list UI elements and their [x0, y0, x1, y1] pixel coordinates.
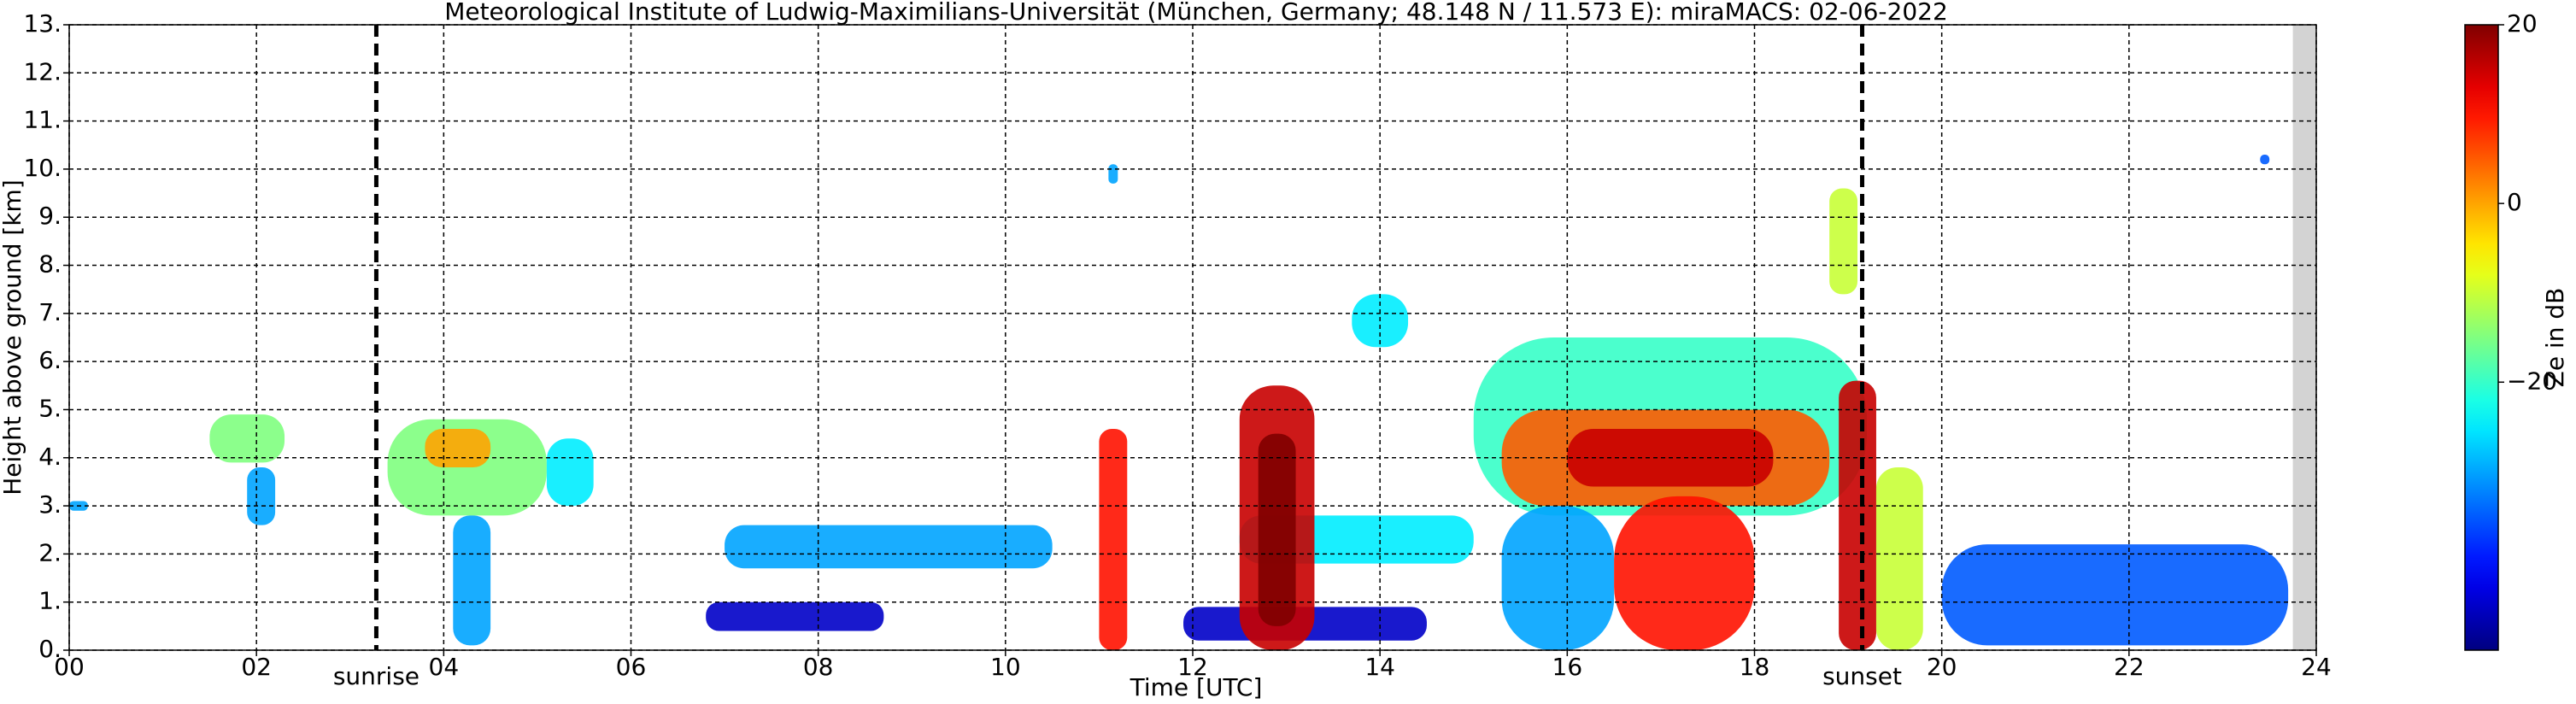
y-tick-label: 2. — [38, 538, 62, 566]
echo — [453, 515, 491, 646]
echo — [1614, 496, 1755, 650]
colorbar-tick-label: 0 — [2507, 188, 2522, 216]
y-tick-label: 8. — [38, 250, 62, 279]
x-tick-label: 04 — [429, 653, 460, 681]
echo — [1108, 164, 1118, 184]
y-tick-label: 0. — [38, 635, 62, 663]
x-tick-label: 16 — [1552, 653, 1583, 681]
y-tick-label: 3. — [38, 490, 62, 519]
colorbar — [2464, 24, 2499, 651]
x-tick-label: 12 — [1177, 653, 1208, 681]
x-tick-label: 08 — [803, 653, 834, 681]
colorbar-tick-label: −20 — [2507, 367, 2557, 395]
x-tick-label: 22 — [2114, 653, 2145, 681]
y-tick-label: 1. — [38, 587, 62, 615]
x-axis-label: Time [UTC] — [1130, 673, 1263, 701]
event-label: sunrise — [333, 662, 420, 690]
echo — [425, 428, 491, 468]
plot-frame — [68, 24, 2317, 651]
y-tick-label: 13. — [23, 9, 62, 38]
x-tick-label: 02 — [241, 653, 272, 681]
echo — [1839, 380, 1876, 650]
y-tick-label: 4. — [38, 443, 62, 471]
event-label: sunset — [1822, 662, 1902, 690]
echo — [1501, 506, 1615, 650]
colorbar-tick-label: 20 — [2507, 9, 2538, 38]
x-tick-label: 14 — [1364, 653, 1395, 681]
y-tick-label: 6. — [38, 346, 62, 374]
echo — [725, 525, 1053, 569]
x-tick-label: 00 — [54, 653, 85, 681]
chart-title: Meteorological Institute of Ludwig-Maxim… — [444, 0, 1948, 26]
y-tick-label: 12. — [23, 57, 62, 85]
echo — [2260, 155, 2270, 165]
y-tick-label: 5. — [38, 394, 62, 422]
x-tick-label: 24 — [2301, 653, 2332, 681]
x-tick-label: 10 — [990, 653, 1021, 681]
x-tick-label: 18 — [1740, 653, 1770, 681]
echo — [706, 601, 884, 631]
echo — [247, 467, 276, 525]
y-axis-label: Height above ground [km] — [0, 179, 26, 496]
echo — [1258, 433, 1296, 626]
echo — [209, 414, 285, 463]
echo — [1941, 544, 2289, 646]
echo — [1875, 467, 1923, 650]
y-tick-label: 9. — [38, 202, 62, 230]
echo — [1099, 428, 1128, 650]
no-data-region — [2292, 25, 2316, 650]
colorbar-label: Ze in dB — [2541, 288, 2569, 388]
y-tick-label: 7. — [38, 298, 62, 326]
x-tick-label: 20 — [1927, 653, 1957, 681]
x-tick-label: 06 — [616, 653, 647, 681]
echo — [1829, 188, 1858, 295]
y-tick-label: 11. — [23, 106, 62, 134]
y-tick-label: 10. — [23, 154, 62, 182]
echo — [546, 438, 594, 507]
